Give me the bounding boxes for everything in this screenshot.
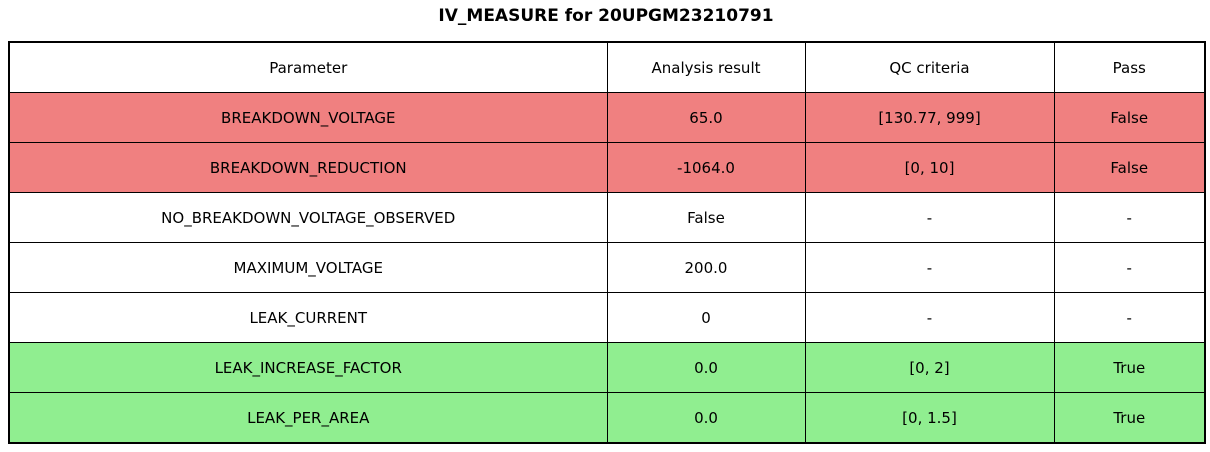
cell-pass: True — [1053, 392, 1206, 444]
cell-parameter: LEAK_INCREASE_FACTOR — [8, 342, 608, 393]
cell-analysis-result: False — [606, 192, 806, 243]
cell-parameter: LEAK_CURRENT — [8, 292, 608, 343]
column-header-parameter: Parameter — [8, 41, 608, 93]
table-row: BREAKDOWN_REDUCTION -1064.0 [0, 10] False — [8, 142, 1206, 193]
qc-results-table: Parameter Analysis result QC criteria Pa… — [8, 41, 1206, 444]
cell-parameter: LEAK_PER_AREA — [8, 392, 608, 444]
cell-pass: False — [1053, 92, 1206, 143]
cell-analysis-result: 0.0 — [606, 392, 806, 444]
cell-parameter: BREAKDOWN_VOLTAGE — [8, 92, 608, 143]
cell-qc-criteria: [0, 10] — [804, 142, 1055, 193]
table-row: LEAK_PER_AREA 0.0 [0, 1.5] True — [8, 392, 1206, 444]
table-row: NO_BREAKDOWN_VOLTAGE_OBSERVED False - - — [8, 192, 1206, 243]
cell-pass: - — [1053, 292, 1206, 343]
cell-qc-criteria: - — [804, 242, 1055, 293]
table-body: BREAKDOWN_VOLTAGE 65.0 [130.77, 999] False B… — [8, 92, 1206, 444]
cell-pass: True — [1053, 342, 1206, 393]
cell-qc-criteria: [0, 2] — [804, 342, 1055, 393]
table-row: MAXIMUM_VOLTAGE 200.0- - — [8, 242, 1206, 293]
column-header-pass: Pass — [1053, 41, 1206, 93]
table-header: Parameter Analysis result QC criteria Pa… — [8, 41, 1206, 93]
cell-analysis-result: 65.0 — [606, 92, 806, 143]
table-row: BREAKDOWN_VOLTAGE 65.0 [130.77, 999] False — [8, 92, 1206, 143]
cell-analysis-result: 200.0 — [606, 242, 806, 293]
column-header-qc-criteria: QC criteria — [804, 41, 1055, 93]
cell-analysis-result: 0 — [606, 292, 806, 343]
cell-pass: - — [1053, 192, 1206, 243]
cell-qc-criteria: - — [804, 192, 1055, 243]
cell-qc-criteria: [130.77, 999] — [804, 92, 1055, 143]
cell-analysis-result: 0.0 — [606, 342, 806, 393]
page-title: IV_MEASURE for 20UPGM23210791 — [438, 6, 774, 26]
table-row: LEAK_INCREASE_FACTOR 0.0 [0, 2] True — [8, 342, 1206, 393]
table-row: LEAK_CURRENT 0- - — [8, 292, 1206, 343]
header-row: Parameter Analysis result QC criteria Pa… — [8, 41, 1206, 93]
column-header-analysis-result: Analysis result — [606, 41, 806, 93]
cell-parameter: BREAKDOWN_REDUCTION — [8, 142, 608, 193]
cell-qc-criteria: - — [804, 292, 1055, 343]
cell-parameter: NO_BREAKDOWN_VOLTAGE_OBSERVED — [8, 192, 608, 243]
cell-pass: False — [1053, 142, 1206, 193]
cell-parameter: MAXIMUM_VOLTAGE — [8, 242, 608, 293]
cell-qc-criteria: [0, 1.5] — [804, 392, 1055, 444]
cell-analysis-result: -1064.0 — [606, 142, 806, 193]
cell-pass: - — [1053, 242, 1206, 293]
